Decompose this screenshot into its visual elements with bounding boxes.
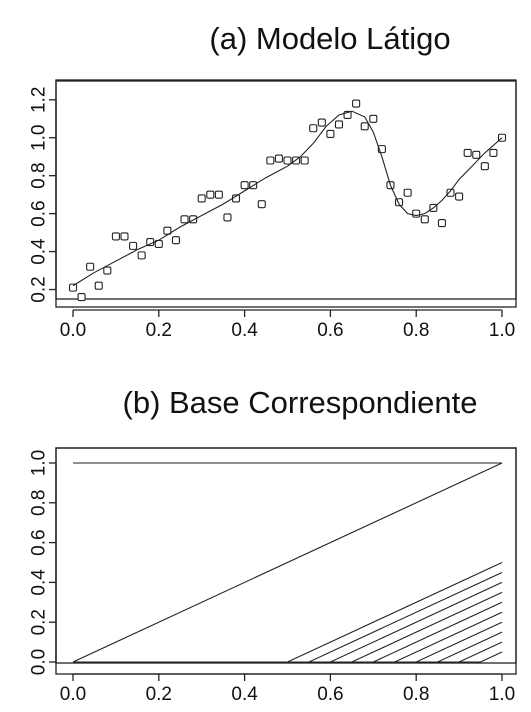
- panel-b-data: [72, 462, 503, 663]
- data-point: [403, 188, 412, 197]
- panel-b: (b) Base Correspondiente 0.0 0.2 0.4 0.6 0.8…: [29, 385, 517, 705]
- data-point: [334, 120, 344, 129]
- data-point: [326, 129, 335, 138]
- basis-line-4: [73, 571, 503, 663]
- panel-b-y-tick-label: 0.8: [29, 490, 50, 516]
- panel-b-plot-area: [55, 447, 517, 675]
- data-point: [266, 156, 275, 165]
- panel-a-x-tick-label: 0.4: [231, 320, 258, 341]
- data-point: [94, 281, 103, 290]
- panel-a-y-tick-label: 0.2: [29, 276, 50, 302]
- panel-b-y-tick-label: 0.2: [29, 609, 50, 635]
- panel-a-frame: [55, 80, 517, 300]
- data-point: [360, 122, 369, 131]
- data-point: [257, 200, 266, 209]
- panel-b-x-tick-label: 0.8: [403, 684, 429, 705]
- data-point: [352, 99, 361, 108]
- data-point: [206, 190, 215, 199]
- panel-b-y-tick-label: 0.4: [29, 569, 50, 596]
- data-point: [68, 283, 78, 292]
- data-point: [369, 114, 378, 123]
- data-point: [437, 219, 446, 228]
- basis-line-10: [73, 631, 503, 663]
- data-point: [137, 251, 146, 260]
- panel-a-x-tick-label: 1.0: [489, 320, 515, 341]
- data-point: [120, 232, 129, 241]
- panel-b-frame: [55, 447, 517, 664]
- data-point: [103, 266, 112, 275]
- panel-a-x-tick-label: 0.8: [403, 320, 429, 341]
- data-point: [455, 192, 464, 201]
- panel-b-axes: 0.0 0.2 0.4 0.6 0.8 1.0 0.0 0.2 0.4 0.6 0.8 1.0: [29, 447, 517, 705]
- data-point: [472, 150, 481, 159]
- panel-a-axes: 0.0 0.2 0.4 0.6 0.8 1.0 0.2 0.4 0.6 0.8 1.0 1.2: [29, 80, 517, 341]
- data-point: [274, 154, 283, 163]
- data-point: [197, 194, 206, 203]
- data-point: [446, 188, 455, 197]
- panel-a-y-tick-label: 0.8: [29, 162, 50, 188]
- data-point: [317, 118, 326, 127]
- data-point: [480, 162, 489, 171]
- panel-a-y-tick-label: 0.4: [29, 238, 50, 265]
- data-point: [240, 181, 249, 190]
- fit-curve: [72, 110, 503, 287]
- data-point: [420, 215, 429, 224]
- data-point: [163, 226, 172, 235]
- panel-a-y-tick-label: 1.2: [29, 87, 50, 113]
- data-point: [77, 293, 86, 302]
- data-point: [111, 232, 120, 241]
- data-point: [309, 124, 318, 133]
- data-point: [300, 156, 309, 165]
- data-point: [86, 262, 95, 271]
- panel-b-y-tick-label: 0.6: [29, 529, 50, 555]
- panel-b-x-tick-label: 0.2: [146, 684, 172, 705]
- basis-line-2: [72, 462, 503, 663]
- data-point: [171, 236, 181, 245]
- basis-line-12: [73, 651, 503, 663]
- panel-b-y-tick-label: 0.0: [29, 649, 50, 675]
- panel-b-x-tick-label: 1.0: [489, 684, 515, 705]
- data-point: [223, 213, 232, 222]
- panel-a-y-tick-label: 1.0: [29, 125, 50, 151]
- data-point: [214, 190, 223, 199]
- panel-a-x-tick-label: 0.2: [146, 320, 172, 341]
- data-point: [283, 156, 292, 165]
- data-point: [489, 148, 498, 157]
- panel-a-title: (a) Modelo Látigo: [209, 21, 450, 56]
- panel-a-x-tick-label: 0.0: [60, 320, 86, 341]
- panel-b-x-tick-label: 0.0: [60, 684, 86, 705]
- data-point: [463, 148, 472, 157]
- panel-a-y-tick-label: 0.6: [29, 200, 50, 226]
- panel-a-data: [68, 99, 507, 302]
- panel-b-x-tick-label: 0.6: [317, 684, 343, 705]
- data-point: [180, 215, 189, 224]
- panel-a-x-tick-label: 0.6: [317, 320, 343, 341]
- basis-line-8: [73, 611, 503, 663]
- panel-a: (a) Modelo Látigo 0.0 0.2 0.4 0.6 0.8 1.00.20…: [29, 21, 517, 341]
- panel-b-x-tick-label: 0.4: [231, 684, 258, 705]
- panel-b-title: (b) Base Correspondiente: [123, 385, 478, 420]
- panel-b-y-tick-label: 1.0: [29, 450, 50, 476]
- data-point: [129, 241, 138, 250]
